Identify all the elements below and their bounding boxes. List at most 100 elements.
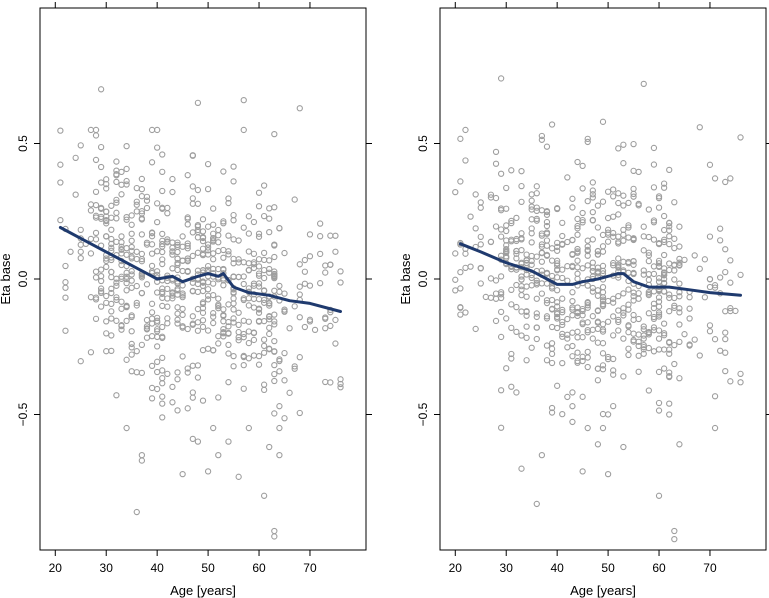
data-point [220,282,227,289]
data-point [189,252,196,260]
data-point [554,303,561,310]
data-point [240,280,247,288]
data-point [599,296,607,303]
data-point [666,339,673,346]
data-point [154,326,161,333]
data-point [250,352,258,359]
data-point [722,367,729,375]
data-point [123,181,130,188]
data-point [199,228,207,235]
data-point [533,500,540,508]
data-point [528,257,535,265]
data-point [271,348,278,355]
data-point [660,332,668,339]
data-point [655,260,663,267]
data-point [604,318,612,325]
data-point [113,209,120,216]
data-point [457,311,464,318]
data-point [533,295,540,302]
data-point [599,328,607,335]
data-point [118,298,125,305]
data-point [118,239,125,246]
data-point [518,332,525,339]
data-point [250,336,258,344]
data-point [655,407,663,414]
data-point [225,329,232,337]
data-point [62,284,69,291]
data-point [225,379,232,386]
data-point [184,365,191,372]
data-point [255,256,263,263]
data-point [154,343,161,350]
data-point [240,224,247,231]
data-point [543,313,551,320]
data-point [452,250,459,257]
data-point [210,235,217,242]
data-point [123,143,130,150]
data-point [533,324,540,331]
data-point [676,375,683,382]
data-point [266,265,273,273]
data-point [462,250,469,257]
data-point [108,300,115,308]
data-point [271,377,278,385]
data-point [128,268,135,275]
data-point [686,294,693,301]
y-tick-label: −0.5 [416,402,430,426]
data-point [620,258,627,265]
data-point [635,200,642,208]
data-point [722,335,729,343]
data-point [523,357,530,364]
data-point [518,198,525,206]
data-point [271,130,278,138]
data-point [615,318,622,326]
data-point [548,306,556,313]
data-point [138,290,146,297]
data-point [113,317,120,324]
data-point [533,313,540,321]
data-point [722,246,729,253]
data-point [513,250,520,257]
data-point [189,389,196,396]
data-point [113,282,120,289]
data-point [225,341,232,349]
data-point [645,233,652,241]
data-point [599,198,607,205]
data-point [174,407,181,414]
data-point [281,290,288,297]
data-point [240,385,247,392]
data-point [148,230,156,237]
data-point [301,323,309,331]
data-point [103,220,110,227]
data-point [569,204,576,211]
data-point [625,345,632,352]
data-point [210,347,217,354]
data-point [159,294,166,302]
data-point [255,203,263,210]
data-point [548,409,556,416]
data-point [113,392,120,399]
data-point [462,309,469,316]
data-point [225,350,232,357]
data-point [148,126,156,134]
data-point [128,247,135,254]
data-point [189,152,196,159]
data-point [676,338,683,345]
data-point [650,315,658,323]
data-point [174,316,181,323]
data-point [174,304,181,311]
data-point [266,205,273,212]
data-point [569,289,576,296]
y-tick-label: 0.0 [416,270,430,287]
data-point [559,266,566,273]
data-point [260,299,268,306]
data-point [457,135,464,142]
data-point [148,333,156,340]
data-point [645,206,652,213]
data-point [128,277,135,284]
data-point [528,344,535,351]
data-point [133,201,140,208]
data-point [260,492,268,499]
data-point [523,312,530,319]
data-point [250,304,258,311]
